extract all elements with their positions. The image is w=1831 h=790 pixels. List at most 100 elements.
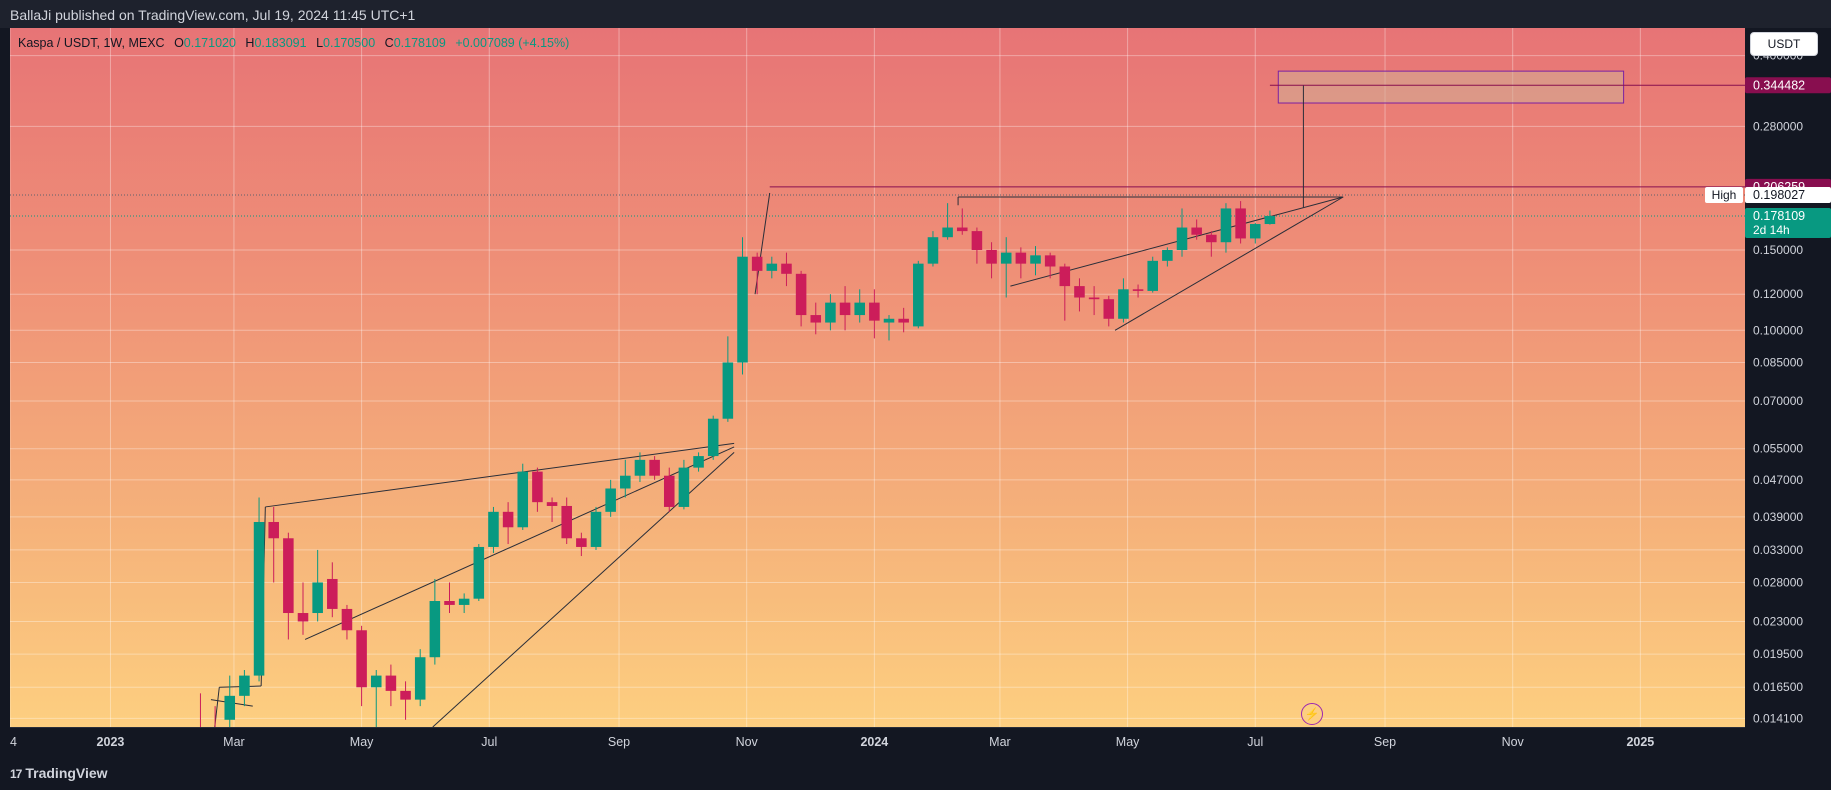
- candle-body: [312, 582, 323, 614]
- price-tick-label: 0.039000: [1753, 510, 1803, 524]
- candle: [561, 497, 572, 545]
- candle-body: [488, 511, 499, 547]
- legend-open-label: O: [174, 36, 184, 50]
- trendline: [265, 442, 735, 508]
- candle-body: [1176, 227, 1188, 250]
- candle-body: [751, 256, 763, 271]
- candle-body: [634, 459, 646, 476]
- candle: [927, 231, 939, 267]
- legend-open-value: 0.171020: [183, 36, 236, 50]
- candle-body: [239, 675, 250, 696]
- candle: [678, 459, 690, 510]
- price-tick-label: 0.033000: [1753, 543, 1803, 557]
- candle-body: [400, 690, 411, 700]
- candle-body: [942, 227, 953, 238]
- candle: [883, 315, 895, 341]
- candle: [1044, 252, 1056, 279]
- candle: [1088, 286, 1100, 316]
- countdown-label: 2d 14h: [1753, 223, 1790, 237]
- candle: [1220, 203, 1232, 253]
- candle-body: [605, 488, 616, 512]
- candle: [1118, 278, 1129, 323]
- time-tick-label: Mar: [989, 735, 1011, 749]
- time-tick-label: Jul: [481, 735, 497, 749]
- candle-body: [883, 318, 895, 323]
- tradingview-logo[interactable]: 17 TradingView: [10, 765, 108, 781]
- price-axis-labels: 0.4000000.2800000.1500000.1200000.100000…: [1745, 49, 1831, 725]
- price-tick-label: 0.085000: [1753, 356, 1803, 370]
- time-tick-label: May: [350, 735, 374, 749]
- price-label-bg-high: [1745, 186, 1831, 203]
- trendline: [1114, 196, 1344, 331]
- candle-body: [1074, 286, 1085, 298]
- time-tick-label: 2024: [860, 735, 888, 749]
- flash-icon[interactable]: ⚡: [1301, 703, 1323, 725]
- candle: [1000, 237, 1012, 298]
- price-tick-label: 0.047000: [1753, 473, 1803, 487]
- candle: [620, 459, 631, 498]
- time-tick-label: 2025: [1626, 735, 1654, 749]
- price-tick-label: 0.100000: [1753, 323, 1803, 337]
- candle: [839, 286, 851, 331]
- candle: [1162, 247, 1173, 267]
- candle: [356, 625, 367, 707]
- candle: [488, 506, 499, 553]
- candle: [239, 670, 250, 707]
- candle: [517, 463, 529, 530]
- currency-button[interactable]: USDT: [1750, 32, 1818, 56]
- candle: [1132, 284, 1144, 298]
- candle: [253, 497, 265, 682]
- candle-body: [766, 263, 778, 271]
- candle-body: [268, 521, 279, 539]
- price-axis[interactable]: 0.4000000.2800000.1500000.1200000.100000…: [1745, 28, 1831, 755]
- candle: [1235, 201, 1246, 244]
- candle: [942, 203, 953, 240]
- candle-body: [590, 511, 602, 547]
- price-tick-label: 0.014100: [1753, 711, 1803, 725]
- time-tick-label: Jul: [1247, 735, 1263, 749]
- target-box: [1277, 70, 1625, 104]
- candle-body: [810, 315, 822, 323]
- candle: [576, 532, 587, 557]
- candle: [1074, 278, 1085, 312]
- candle: [971, 227, 983, 264]
- candle: [370, 670, 382, 727]
- ohlc-legend: Kaspa / USDT, 1W, MEXC O0.171020 H0.1830…: [18, 36, 569, 50]
- tradingview-logo-icon: 17: [10, 767, 22, 781]
- candle-body: [1088, 297, 1100, 300]
- candle: [224, 675, 236, 727]
- candle-body: [722, 362, 734, 419]
- time-axis-labels: 14 2023 Mar May Jul Sep Nov 2024 Mar May Jul Sep Nov…: [3, 735, 1654, 749]
- candle-body: [986, 249, 997, 264]
- time-axis[interactable]: 14 2023 Mar May Jul Sep Nov 2024 Mar May Jul Sep Nov…: [3, 727, 1745, 756]
- price-tick-label: 0.023000: [1753, 614, 1803, 628]
- published-text: BallaJi published on TradingView.com, Ju…: [10, 7, 416, 23]
- candle: [1030, 246, 1041, 276]
- candle: [268, 506, 279, 583]
- chart-area[interactable]: High Kaspa / USDT, 1W, MEXC O0.171020 H0…: [10, 28, 1745, 727]
- candle-body: [795, 273, 807, 316]
- candle: [199, 693, 201, 727]
- candle-body: [444, 601, 455, 605]
- price-tick-label: 0.028000: [1753, 575, 1803, 589]
- candlestick-plot[interactable]: High: [10, 28, 1745, 727]
- candle-body: [1059, 266, 1071, 287]
- footer-bar: 17 TradingView: [0, 755, 1831, 790]
- candle-body: [1118, 289, 1129, 319]
- candle-body: [971, 231, 983, 250]
- candle-body: [1235, 208, 1246, 239]
- candle: [766, 256, 778, 279]
- candle-body: [1103, 299, 1115, 319]
- candle-body: [663, 475, 675, 507]
- candle: [458, 593, 470, 614]
- candle: [693, 452, 704, 472]
- candle-body: [1206, 234, 1217, 243]
- legend-close-value: 0.178109: [393, 36, 446, 50]
- candle-body: [1015, 252, 1027, 264]
- price-tick-label: 0.120000: [1753, 287, 1803, 301]
- candle: [283, 532, 294, 640]
- time-tick-label: May: [1116, 735, 1140, 749]
- candle-body: [781, 263, 792, 274]
- candle-body: [737, 256, 748, 363]
- candle-body: [370, 675, 382, 688]
